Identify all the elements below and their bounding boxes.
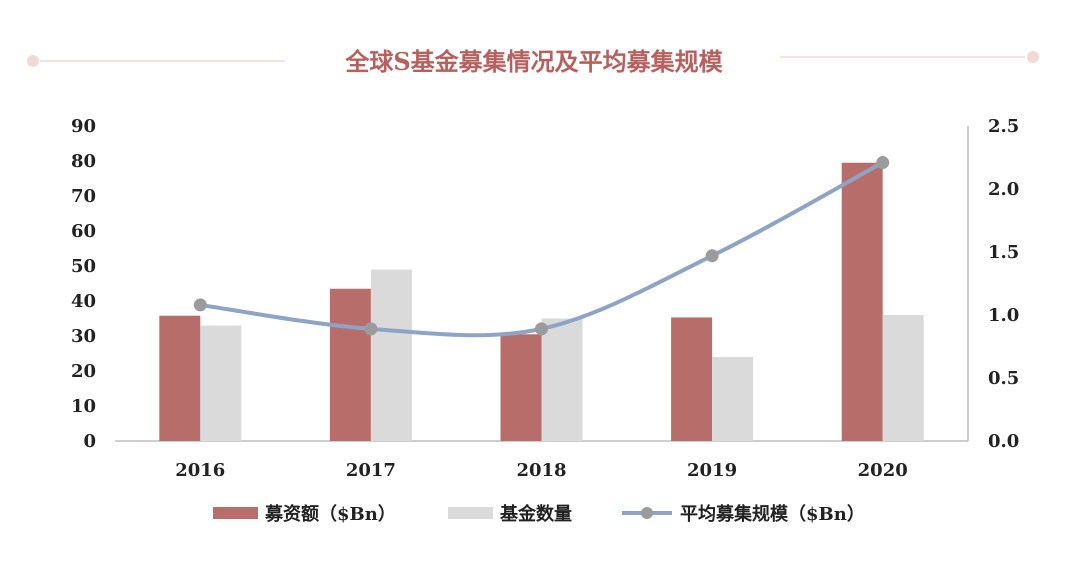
avg-point (535, 322, 548, 336)
left-tick-label: 0 (83, 431, 96, 452)
left-tick-label: 50 (71, 256, 96, 277)
left-tick-label: 10 (71, 396, 96, 417)
avg-line (198, 160, 885, 338)
avg-point (364, 322, 378, 336)
legend-swatch-marker (641, 507, 653, 519)
right-tick-label: 0.0 (988, 431, 1019, 452)
category-labels: 2016 2017 2018 2019 2020 (175, 460, 908, 481)
right-tick-label: 2.0 (988, 179, 1019, 200)
avg-point (705, 249, 719, 263)
left-tick-label: 30 (71, 326, 96, 347)
category-label: 2017 (346, 460, 396, 481)
bar-count (541, 318, 583, 441)
bar-amount (671, 317, 713, 441)
category-label: 2018 (516, 460, 566, 481)
legend-label-avg: 平均募集规模（$Bn） (680, 503, 865, 525)
right-tick-label: 1.5 (988, 242, 1019, 263)
bar-count (370, 269, 412, 441)
right-tick-label: 1.0 (988, 305, 1019, 326)
legend-swatch-amount (213, 507, 258, 519)
bar-count (200, 325, 242, 441)
legend: 募资额（$Bn） 基金数量 平均募集规模（$Bn） (213, 503, 865, 525)
avg-point (193, 298, 207, 312)
right-tick-label: 2.5 (988, 116, 1019, 137)
left-tick-label: 70 (71, 186, 96, 207)
left-axis-ticks: 0 10 20 30 40 50 60 70 80 90 (71, 116, 96, 452)
bar-count (882, 315, 924, 441)
right-axis-ticks: 0.0 0.5 1.0 1.5 2.0 2.5 (988, 116, 1019, 452)
bar-count (712, 357, 754, 441)
category-label: 2016 (175, 460, 225, 481)
chart-title: 全球S基金募集情况及平均募集规模 (344, 47, 723, 76)
left-tick-label: 80 (71, 151, 96, 172)
bars-layer (159, 162, 924, 441)
left-tick-label: 60 (71, 221, 96, 242)
legend-swatch-count (448, 507, 493, 519)
line-layer (193, 156, 890, 338)
title-rule-right-dot (1027, 51, 1039, 63)
avg-point (876, 156, 890, 170)
category-label: 2020 (858, 460, 908, 481)
bar-amount (159, 315, 201, 441)
left-tick-label: 90 (71, 116, 96, 137)
bar-amount (329, 288, 371, 441)
title-rule-left-dot (27, 55, 39, 67)
category-label: 2019 (687, 460, 737, 481)
left-tick-label: 40 (71, 291, 96, 312)
bar-amount (841, 162, 883, 441)
bar-amount (500, 334, 542, 441)
right-tick-label: 0.5 (988, 368, 1019, 389)
legend-label-count: 基金数量 (499, 503, 572, 525)
legend-label-amount: 募资额（$Bn） (264, 503, 396, 525)
left-tick-label: 20 (71, 361, 96, 382)
